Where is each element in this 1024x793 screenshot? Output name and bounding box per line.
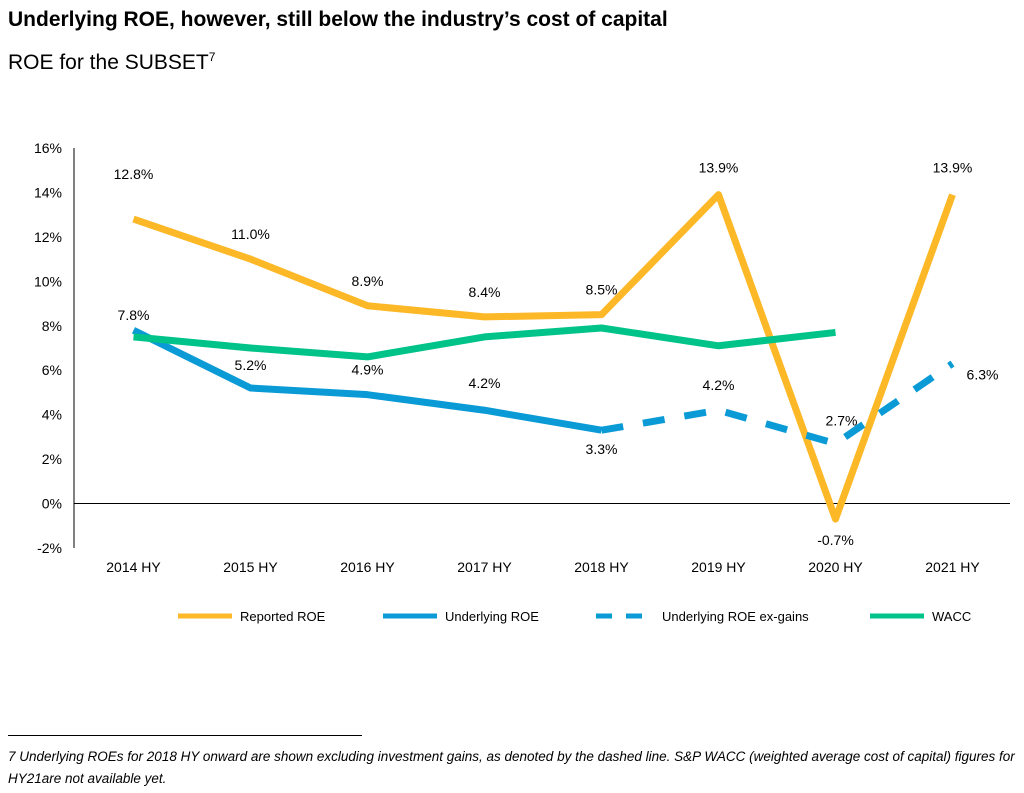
footnote: 7 Underlying ROEs for 2018 HY onward are… — [8, 749, 1015, 786]
x-tick-label: 2015 HY — [223, 559, 278, 575]
data-label: 3.3% — [586, 441, 618, 457]
y-tick-label: 8% — [42, 318, 62, 334]
chart-subtitle: ROE for the SUBSET7 — [8, 50, 215, 75]
data-label: 5.2% — [235, 357, 267, 373]
y-tick-label: 0% — [42, 496, 62, 512]
x-tick-label: 2020 HY — [808, 559, 863, 575]
legend-label: Reported ROE — [240, 609, 326, 624]
data-label: 11.0% — [231, 226, 270, 242]
x-tick-label: 2021 HY — [925, 559, 980, 575]
y-tick-label: 2% — [42, 451, 62, 467]
y-tick-label: 14% — [34, 184, 62, 200]
footnote-divider — [8, 735, 362, 736]
data-label: 8.5% — [586, 282, 618, 298]
data-label: 13.9% — [699, 160, 739, 176]
x-tick-label: 2019 HY — [691, 559, 746, 575]
data-label: 8.9% — [352, 273, 384, 289]
data-label: 4.2% — [703, 377, 735, 393]
x-tick-label: 2017 HY — [457, 559, 512, 575]
legend-label: Underlying ROE ex-gains — [662, 609, 809, 624]
data-label: 12.8% — [114, 166, 154, 182]
footnote-marker: 7 — [208, 50, 216, 64]
y-tick-label: 12% — [34, 229, 62, 245]
data-label: 6.3% — [967, 367, 999, 383]
data-label: -0.7% — [817, 532, 854, 548]
data-label: 4.2% — [469, 375, 501, 391]
legend-label: Underlying ROE — [445, 609, 539, 624]
series-line-underlying-roe-ex-gains — [600, 360, 955, 448]
y-tick-label: 4% — [42, 407, 62, 423]
y-tick-label: 10% — [34, 273, 62, 289]
series-line-reported-roe — [132, 191, 956, 523]
data-label: 4.9% — [352, 362, 384, 378]
x-tick-label: 2016 HY — [340, 559, 395, 575]
data-label: 8.4% — [469, 284, 501, 300]
chart-title: Underlying ROE, however, still below the… — [8, 8, 668, 31]
data-label: 7.8% — [118, 307, 150, 323]
y-tick-label: 16% — [34, 140, 62, 156]
x-tick-label: 2014 HY — [106, 559, 161, 575]
y-tick-label: -2% — [37, 540, 62, 556]
roe-line-chart: -2% 0% 2% 4% 6% 8% 10% 12% 14% 16% 2014 HY 2015 HY 2… — [34, 140, 1010, 624]
data-label: 13.9% — [933, 160, 973, 176]
x-tick-label: 2018 HY — [574, 559, 629, 575]
data-label: 2.7% — [826, 413, 858, 429]
legend-label: WACC — [932, 609, 971, 624]
subtitle-text: ROE for the SUBSET — [8, 51, 209, 74]
y-tick-label: 6% — [42, 362, 62, 378]
series-line-wacc — [133, 324, 836, 361]
